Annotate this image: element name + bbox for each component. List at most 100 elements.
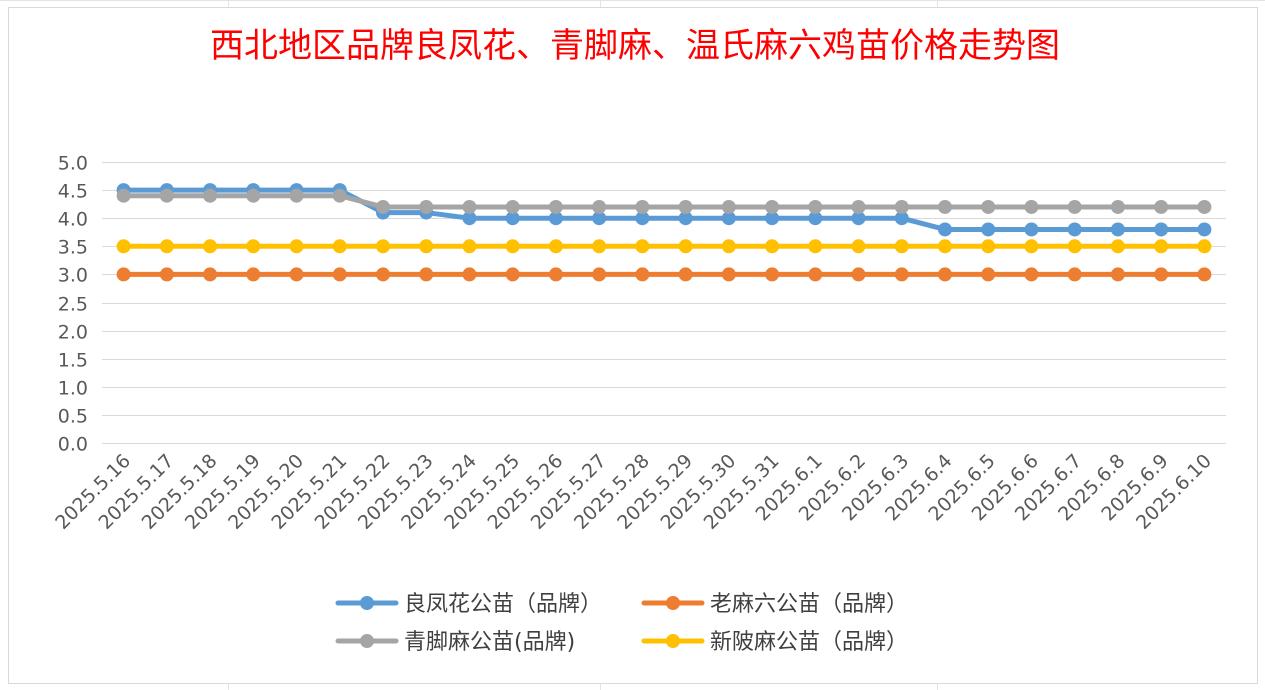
data-point	[289, 188, 304, 203]
data-point	[808, 211, 823, 226]
series-2	[116, 188, 1212, 214]
data-point	[808, 267, 823, 282]
data-point	[938, 222, 952, 237]
data-point	[1154, 239, 1169, 254]
data-point	[851, 267, 866, 282]
chart-area[interactable]	[8, 7, 1258, 684]
data-point	[894, 199, 909, 214]
data-point	[635, 267, 650, 282]
data-point	[1024, 222, 1039, 237]
legend-swatch-marker	[360, 596, 374, 610]
data-point	[938, 239, 952, 254]
y-tick-label: 3.5	[58, 237, 88, 259]
data-point	[678, 211, 693, 226]
data-point	[116, 188, 131, 203]
data-point	[938, 199, 952, 214]
data-point	[376, 239, 390, 254]
legend-label: 青脚麻公苗(品牌)	[404, 630, 575, 655]
data-point	[203, 267, 218, 282]
data-point	[808, 199, 823, 214]
y-axis-ticks: 0.0 0.5 1.0 1.5 2.0 2.5 3.0 3.5 4.0 4.5 5.0	[58, 153, 88, 456]
data-point	[1067, 222, 1082, 237]
data-point	[246, 239, 261, 254]
data-point	[592, 199, 607, 214]
data-point	[1110, 239, 1125, 254]
data-point	[246, 188, 261, 203]
series-1	[116, 267, 1212, 282]
data-point	[635, 211, 650, 226]
data-point	[1110, 267, 1125, 282]
data-point	[505, 211, 520, 226]
series-0	[116, 183, 1212, 237]
data-point	[332, 267, 347, 282]
data-point	[592, 267, 607, 282]
data-point	[548, 211, 563, 226]
series-line	[121, 187, 1207, 232]
data-point	[376, 267, 390, 282]
legend-label: 新陂麻公苗（品牌）	[710, 630, 908, 655]
data-point	[765, 211, 780, 226]
legend-item: 青脚麻公苗(品牌)	[335, 630, 575, 655]
data-point	[159, 267, 174, 282]
data-point	[1154, 199, 1169, 214]
data-point	[678, 267, 693, 282]
data-point	[721, 267, 736, 282]
data-point	[894, 239, 909, 254]
data-point	[721, 239, 736, 254]
data-point	[1154, 267, 1169, 282]
data-point	[203, 239, 218, 254]
data-point	[894, 211, 909, 226]
data-point	[289, 239, 304, 254]
data-point	[851, 211, 866, 226]
data-point	[289, 267, 304, 282]
y-tick-label: 0.5	[58, 406, 88, 428]
data-point	[159, 188, 174, 203]
data-point	[981, 267, 996, 282]
legend-swatch-marker	[666, 596, 680, 610]
data-point	[1067, 239, 1082, 254]
y-tick-label: 4.0	[58, 209, 88, 231]
data-point	[1067, 199, 1082, 214]
data-point	[851, 199, 866, 214]
data-point	[505, 267, 520, 282]
legend-label: 良凤花公苗（品牌）	[404, 592, 602, 617]
data-point	[1197, 267, 1212, 282]
y-tick-label: 1.5	[58, 350, 88, 372]
series-3	[116, 239, 1212, 254]
legend-item: 老麻六公苗（品牌）	[641, 592, 908, 617]
data-point	[462, 211, 477, 226]
data-point	[548, 239, 563, 254]
data-point	[808, 239, 823, 254]
y-tick-label: 0.0	[58, 434, 88, 456]
legend-swatch-marker	[360, 634, 374, 648]
data-point	[592, 239, 607, 254]
data-point	[765, 267, 780, 282]
data-point	[1024, 239, 1039, 254]
data-point	[894, 267, 909, 282]
data-point	[505, 239, 520, 254]
data-point	[505, 199, 520, 214]
y-tick-label: 2.5	[58, 294, 88, 316]
data-point	[462, 199, 477, 214]
legend-item: 新陂麻公苗（品牌）	[641, 630, 908, 655]
data-point	[1197, 222, 1212, 237]
data-point	[1110, 222, 1125, 237]
data-point	[116, 239, 131, 254]
data-point	[981, 222, 996, 237]
data-point	[981, 199, 996, 214]
data-point	[721, 211, 736, 226]
legend-item: 良凤花公苗（品牌）	[335, 592, 602, 617]
data-point	[332, 239, 347, 254]
data-point	[938, 267, 952, 282]
x-axis-ticks: 2025.5.162025.5.172025.5.182025.5.192025…	[51, 450, 1216, 534]
data-point	[462, 267, 477, 282]
data-point	[765, 239, 780, 254]
data-point	[116, 267, 131, 282]
data-point	[1024, 267, 1039, 282]
data-point	[765, 199, 780, 214]
data-point	[1067, 267, 1082, 282]
data-point	[721, 199, 736, 214]
data-point	[462, 239, 477, 254]
